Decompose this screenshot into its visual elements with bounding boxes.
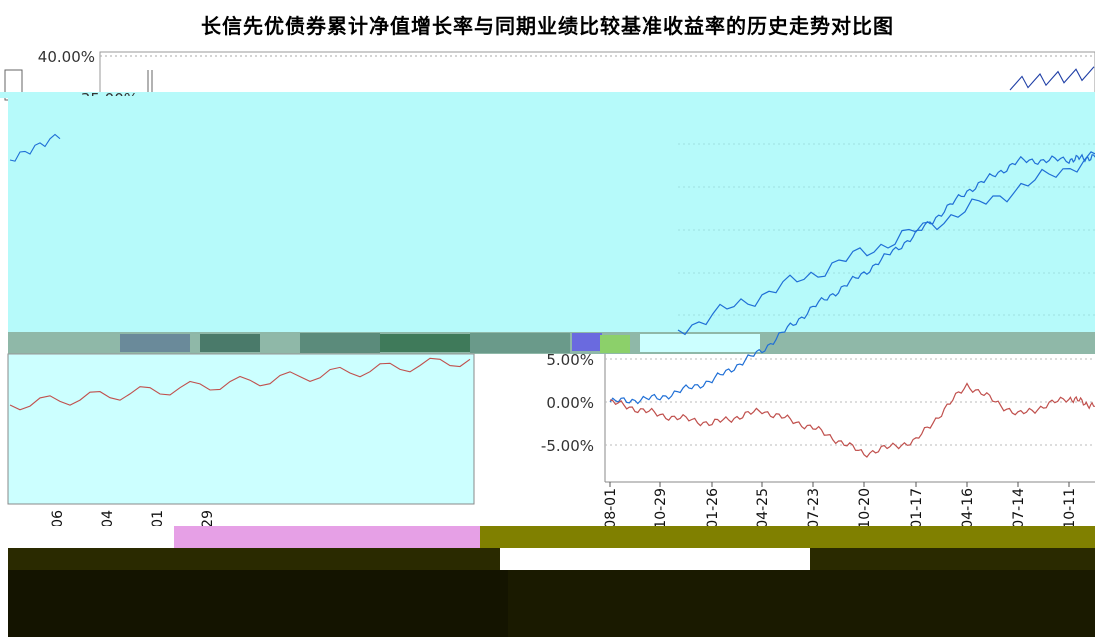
chart-title: 长信先优债券累计净值增长率与同期业绩比较基准收益率的历史走势对比图: [201, 14, 894, 38]
x-tick-label: 07-23: [806, 488, 822, 529]
y-tick-label: 40.00%: [38, 48, 95, 66]
x-tick-label: 08-01: [603, 488, 619, 529]
white-block: [8, 526, 174, 548]
fund-series-line-upper: [677, 151, 1095, 336]
x-tick-label: 07-14: [1011, 488, 1027, 529]
outer-plot-frame: [99, 51, 1095, 98]
y-tick-label: 0.00%: [546, 394, 594, 412]
x-tick-label: 01-26: [705, 488, 721, 529]
y-tick-label: -5.00%: [541, 437, 594, 455]
y-tick-label: 5.00%: [546, 351, 594, 369]
noise-band: [8, 332, 1095, 354]
x-tick-label: 10-20: [857, 488, 873, 529]
main-plot-area: [605, 354, 1095, 482]
x-tick-label: 10-29: [653, 488, 669, 529]
fund-series-line: [609, 153, 1095, 405]
x-tick-label: 01-17: [909, 488, 925, 529]
white-noise-block: [500, 548, 810, 570]
x-tick-label: 04-16: [960, 488, 976, 529]
benchmark-series-line-left: [9, 357, 471, 411]
pink-block: [174, 526, 480, 548]
cyan-panel-overlay: [8, 96, 678, 332]
x-tick-label: 04-25: [755, 488, 771, 529]
x-tick-label: 10-11: [1062, 488, 1078, 529]
olive-band: [480, 526, 1095, 548]
fund-series-line-left: [9, 133, 61, 162]
lower-left-panel: [7, 353, 475, 505]
dark-band-left: [8, 570, 508, 637]
fund-series-line-top: [1009, 66, 1095, 91]
benchmark-series-line: [609, 382, 1095, 458]
lower-left-gap: [8, 505, 474, 527]
cyan-panel-top: [0, 92, 1095, 98]
